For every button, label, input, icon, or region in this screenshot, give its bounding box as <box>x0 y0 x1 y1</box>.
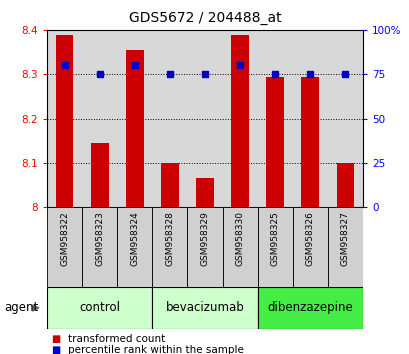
Text: GSM958326: GSM958326 <box>305 211 314 266</box>
Bar <box>301 76 318 207</box>
Bar <box>266 76 283 207</box>
Bar <box>126 50 143 207</box>
Bar <box>152 287 257 329</box>
Text: bevacizumab: bevacizumab <box>165 302 244 314</box>
Text: dibenzazepine: dibenzazepine <box>267 302 352 314</box>
Text: ■: ■ <box>51 345 61 354</box>
Bar <box>327 207 362 287</box>
Bar <box>187 207 222 287</box>
Text: GSM958323: GSM958323 <box>95 211 104 266</box>
Text: transformed count: transformed count <box>67 334 164 344</box>
Bar <box>257 287 362 329</box>
Bar <box>47 287 152 329</box>
Text: GSM958329: GSM958329 <box>200 211 209 266</box>
Bar <box>161 163 178 207</box>
Bar <box>222 207 257 287</box>
Bar <box>292 207 327 287</box>
Text: GSM958327: GSM958327 <box>340 211 349 266</box>
Text: ■: ■ <box>51 334 61 344</box>
Bar <box>196 178 213 207</box>
Bar <box>56 34 73 207</box>
Bar <box>47 207 82 287</box>
Bar <box>152 207 187 287</box>
Text: GSM958325: GSM958325 <box>270 211 279 266</box>
Text: GSM958324: GSM958324 <box>130 211 139 266</box>
Text: GSM958322: GSM958322 <box>60 211 69 266</box>
Text: GDS5672 / 204488_at: GDS5672 / 204488_at <box>128 11 281 25</box>
Text: control: control <box>79 302 120 314</box>
Text: GSM958328: GSM958328 <box>165 211 174 266</box>
Bar <box>336 163 353 207</box>
Text: percentile rank within the sample: percentile rank within the sample <box>67 345 243 354</box>
Bar <box>82 207 117 287</box>
Bar <box>91 143 108 207</box>
Text: GSM958330: GSM958330 <box>235 211 244 266</box>
Bar <box>231 34 248 207</box>
Bar <box>257 207 292 287</box>
Bar <box>117 207 152 287</box>
Text: agent: agent <box>4 302 38 314</box>
